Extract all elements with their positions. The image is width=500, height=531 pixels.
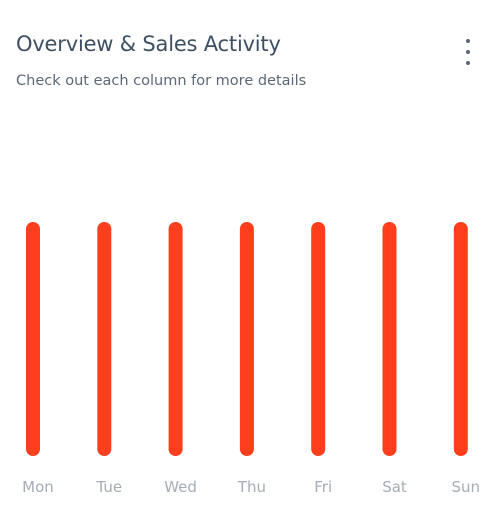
x-tick-label: Mon: [22, 478, 54, 496]
x-tick-label: Wed: [164, 478, 197, 496]
x-tick-label: Thu: [237, 478, 266, 496]
bars-group: [26, 222, 468, 456]
menu-dot: [466, 61, 470, 65]
menu-dot: [466, 50, 470, 54]
x-tick-label: Fri: [314, 478, 332, 496]
card-title: Overview & Sales Activity: [16, 32, 281, 56]
x-tick-label: Tue: [95, 478, 122, 496]
x-axis-ticks: Mon Tue Wed Thu Fri Sat Sun: [22, 478, 480, 496]
x-tick-label: Sun: [452, 478, 481, 496]
x-tick-label: Sat: [382, 478, 407, 496]
more-vertical-icon[interactable]: [457, 38, 479, 66]
card-subtitle: Check out each column for more details: [16, 73, 307, 89]
menu-dot: [466, 39, 470, 43]
